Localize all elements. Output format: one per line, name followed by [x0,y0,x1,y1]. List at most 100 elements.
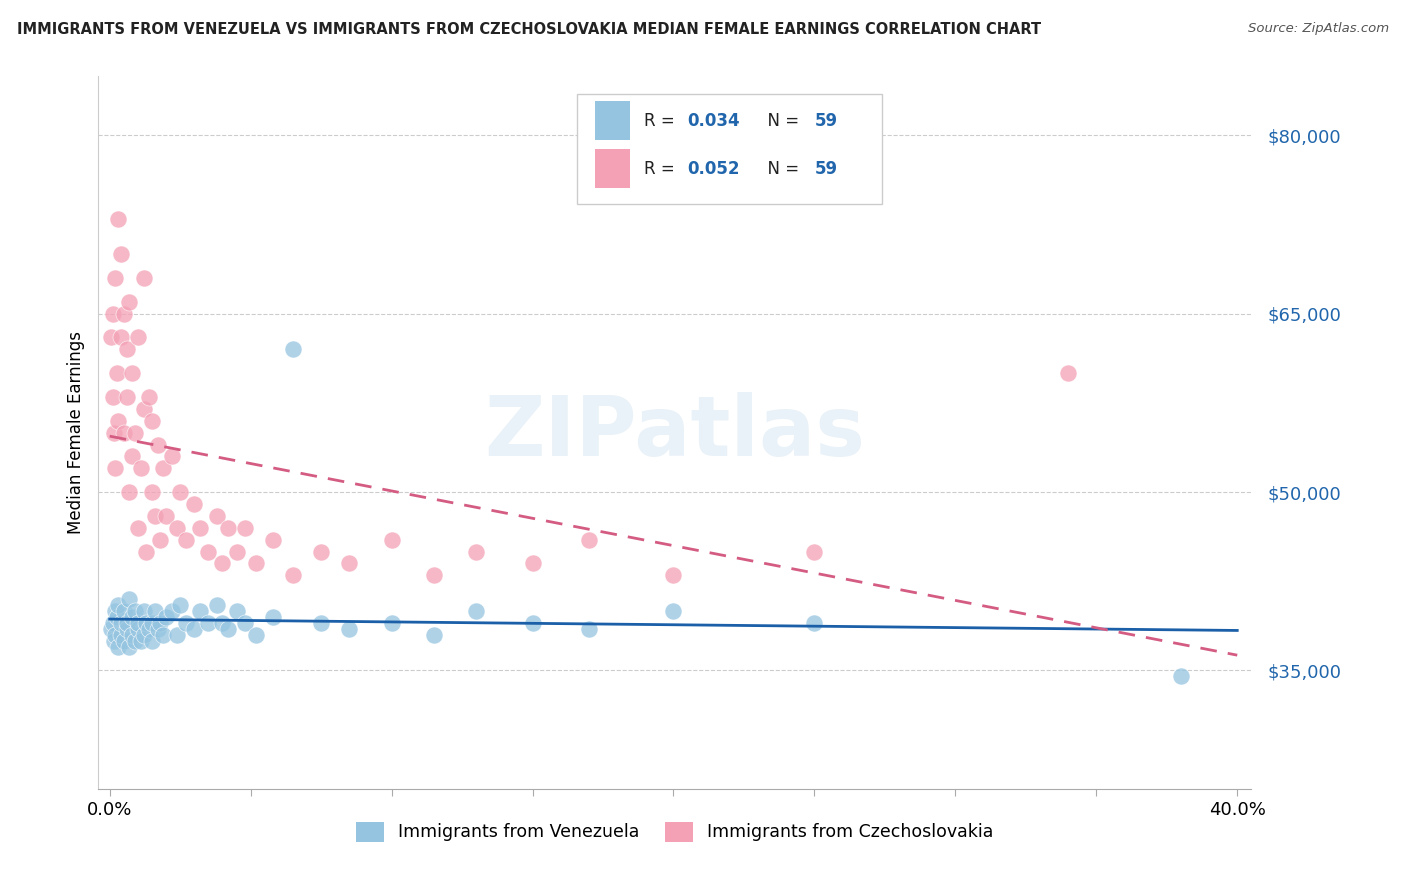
Point [124,425,146,440]
Point [104,461,127,475]
Point [233,615,256,630]
Point [169,598,191,612]
Point [146,437,169,451]
Point [522,557,544,571]
Text: R =: R = [644,160,679,178]
Point [118,485,141,500]
Point [1057,366,1080,380]
Point [100,330,122,344]
Point [149,615,172,630]
Text: ZIPatlas: ZIPatlas [485,392,865,473]
Point [121,610,143,624]
Point [124,633,146,648]
Point [174,533,197,547]
Point [281,568,304,582]
Point [105,366,128,380]
Point [578,622,600,636]
Point [174,615,197,630]
Point [132,271,155,285]
Point [225,604,247,618]
Point [124,604,146,618]
Point [110,628,132,642]
Point [138,622,160,636]
Point [107,640,129,654]
Point [309,615,332,630]
Point [112,307,135,321]
Point [803,544,825,558]
Point [112,633,135,648]
Point [129,461,152,475]
Point [104,604,127,618]
Point [205,598,228,612]
Y-axis label: Median Female Earnings: Median Female Earnings [66,331,84,534]
Text: 0.034: 0.034 [688,112,740,129]
Point [121,450,143,464]
Point [211,557,233,571]
Point [188,521,211,535]
Point [138,390,160,404]
Text: N =: N = [756,112,804,129]
Point [127,615,149,630]
Point [143,508,166,523]
Point [423,628,446,642]
Legend: Immigrants from Venezuela, Immigrants from Czechoslovakia: Immigrants from Venezuela, Immigrants fr… [349,814,1001,848]
Point [118,592,141,607]
Point [141,633,163,648]
Point [309,544,332,558]
Point [110,330,132,344]
Text: N =: N = [756,160,804,178]
Point [110,247,132,261]
Point [135,615,157,630]
Point [262,610,284,624]
Point [115,622,138,636]
Point [522,615,544,630]
Point [101,307,124,321]
Point [118,640,141,654]
Point [132,628,155,642]
Point [197,544,219,558]
Point [115,343,138,357]
Point [662,604,685,618]
Point [217,622,239,636]
Point [115,390,138,404]
Point [129,633,152,648]
Point [205,508,228,523]
Point [381,615,404,630]
FancyBboxPatch shape [595,101,630,140]
Point [104,628,127,642]
Text: 0.052: 0.052 [688,160,740,178]
Point [160,450,183,464]
Point [132,401,155,416]
Point [233,521,256,535]
Point [135,544,157,558]
Point [281,343,304,357]
Point [155,610,177,624]
Point [127,521,149,535]
Point [465,604,488,618]
Point [100,622,122,636]
Point [107,414,129,428]
Point [578,533,600,547]
Point [152,628,174,642]
Text: R =: R = [644,112,679,129]
Point [160,604,183,618]
Text: 59: 59 [814,160,838,178]
Point [121,366,143,380]
Point [183,497,205,511]
Point [101,615,124,630]
Point [141,414,163,428]
Point [115,615,138,630]
Point [105,610,128,624]
Point [155,508,177,523]
Point [141,615,163,630]
Point [127,330,149,344]
Point [337,557,360,571]
Text: 59: 59 [814,112,838,129]
Point [803,615,825,630]
Point [121,628,143,642]
Point [183,622,205,636]
Point [188,604,211,618]
Point [211,615,233,630]
Point [107,211,129,226]
Point [112,604,135,618]
